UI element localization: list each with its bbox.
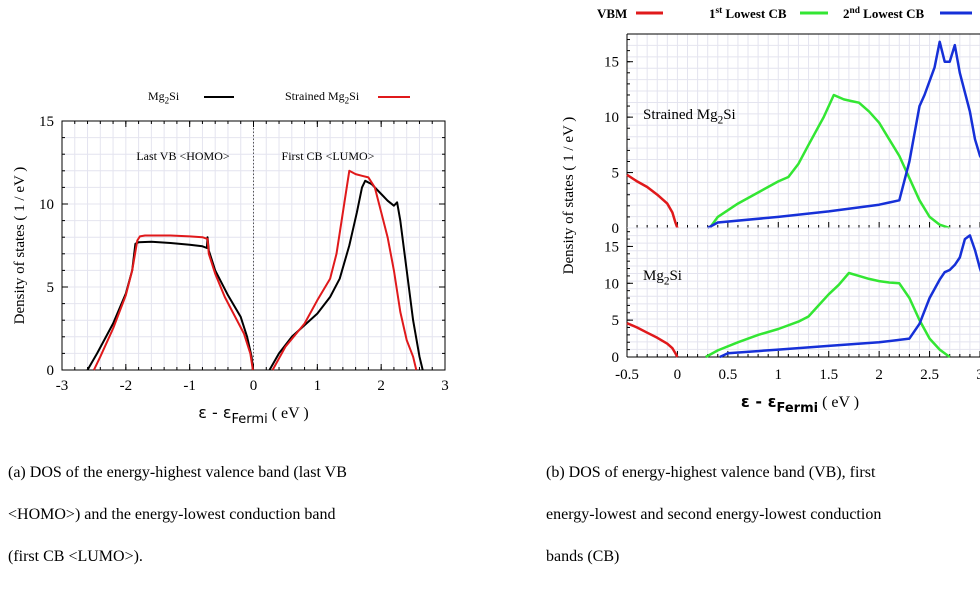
chart-a-series-vb-2 — [92, 234, 254, 371]
chart-a-series-cb-3 — [271, 169, 418, 371]
chart-a-xtick-label: 0 — [250, 378, 258, 394]
chart-b-panel-0-series-0 — [626, 173, 679, 229]
chart-a-xtick-label: -2 — [120, 378, 133, 394]
chart-b-panel-1-series-2 — [719, 234, 980, 359]
chart-b-panel-1-series-1 — [705, 271, 951, 359]
chart-b-ytick-label: 15 — [604, 55, 619, 71]
chart-b-panel-label: Mg2Si — [643, 268, 682, 288]
chart-b-xtick-label: 0.5 — [718, 367, 737, 383]
chart-b-xtick-label: 0 — [674, 367, 682, 383]
chart-b-panel-0-series-1 — [708, 93, 951, 230]
chart-a: -3 -2 -1 0 1 2 3 0 5 10 15 Density of states ( 1 / … — [12, 89, 449, 427]
caption-b-line-3: bands (CB) — [546, 548, 620, 565]
caption-b-line-2: energy-lowest and second energy-lowest c… — [546, 506, 882, 523]
chart-b-legend-label-2: 1st Lowest CB — [709, 6, 787, 21]
chart-a-xtick-label: -3 — [56, 378, 69, 394]
chart-b-panel-1-series-0 — [626, 321, 679, 358]
chart-b-ytick-label: 15 — [604, 239, 619, 255]
chart-a-ytick-label: 5 — [47, 280, 55, 296]
caption-a-line-1: (a) DOS of the energy-highest valence ba… — [8, 464, 347, 481]
chart-a-ytick-label: 10 — [39, 197, 54, 213]
chart-b-xtick-label: 3 — [976, 367, 980, 383]
caption-a-line-2: <HOMO>) and the energy-lowest conduction… — [8, 506, 336, 523]
chart-b-ylabel: Density of states ( 1 / eV ) — [561, 117, 577, 275]
chart-b-ytick-label: 10 — [604, 276, 619, 292]
chart-b-xlabel: ε - εFermi ( eV ) — [741, 392, 859, 416]
chart-a-annotation-cb: First CB <LUMO> — [282, 149, 375, 163]
caption-b-line-1: (b) DOS of energy-highest valence band (… — [546, 464, 876, 481]
chart-b-panel-0-series-2 — [707, 40, 980, 230]
chart-a-legend-label-2: Strained Mg2Si — [285, 89, 360, 106]
chart-b-xtick-label: 1.5 — [819, 367, 838, 383]
chart-b-ytick-label: 5 — [612, 166, 620, 182]
chart-a-ylabel: Density of states ( 1 / eV ) — [12, 167, 28, 325]
chart-a-series-cb-1 — [268, 179, 424, 371]
chart-b-legend-label-3: 2nd Lowest CB — [843, 6, 925, 21]
chart-b-xtick-label: 2.5 — [920, 367, 939, 383]
chart-b-ytick-label: 10 — [604, 110, 619, 126]
chart-a-xtick-label: 2 — [377, 378, 385, 394]
chart-b-ytick-label: 0 — [612, 221, 620, 237]
chart-b-panel-1: 0 5 10 15 Mg2Si — [604, 227, 980, 366]
chart-b-panel-label: Strained Mg2Si — [643, 107, 736, 127]
chart-b-xtick-label: 1 — [775, 367, 783, 383]
chart-b-xtick-label: -0.5 — [615, 367, 639, 383]
chart-a-xtick-label: 3 — [441, 378, 449, 394]
chart-a-xlabel: ε - εFermi ( eV ) — [198, 403, 308, 427]
chart-a-ytick-label: 15 — [39, 114, 54, 130]
chart-b-panel-0: 0 5 10 15 Strained Mg2Si — [604, 33, 980, 237]
chart-a-annotation-vb: Last VB <HOMO> — [136, 149, 230, 163]
chart-b-ytick-label: 0 — [612, 350, 620, 366]
chart-a-legend-label-1: Mg2Si — [148, 89, 180, 106]
chart-a-xtick-label: 1 — [314, 378, 322, 394]
caption-a-line-3: (first CB <LUMO>). — [8, 548, 143, 565]
chart-a-ytick-label: 0 — [47, 363, 55, 379]
chart-b-legend-label-1: VBM — [597, 6, 627, 21]
chart-a-xtick-label: -1 — [183, 378, 196, 394]
chart-b-xtick-label: 2 — [875, 367, 883, 383]
chart-b-ytick-label: 5 — [612, 313, 620, 329]
